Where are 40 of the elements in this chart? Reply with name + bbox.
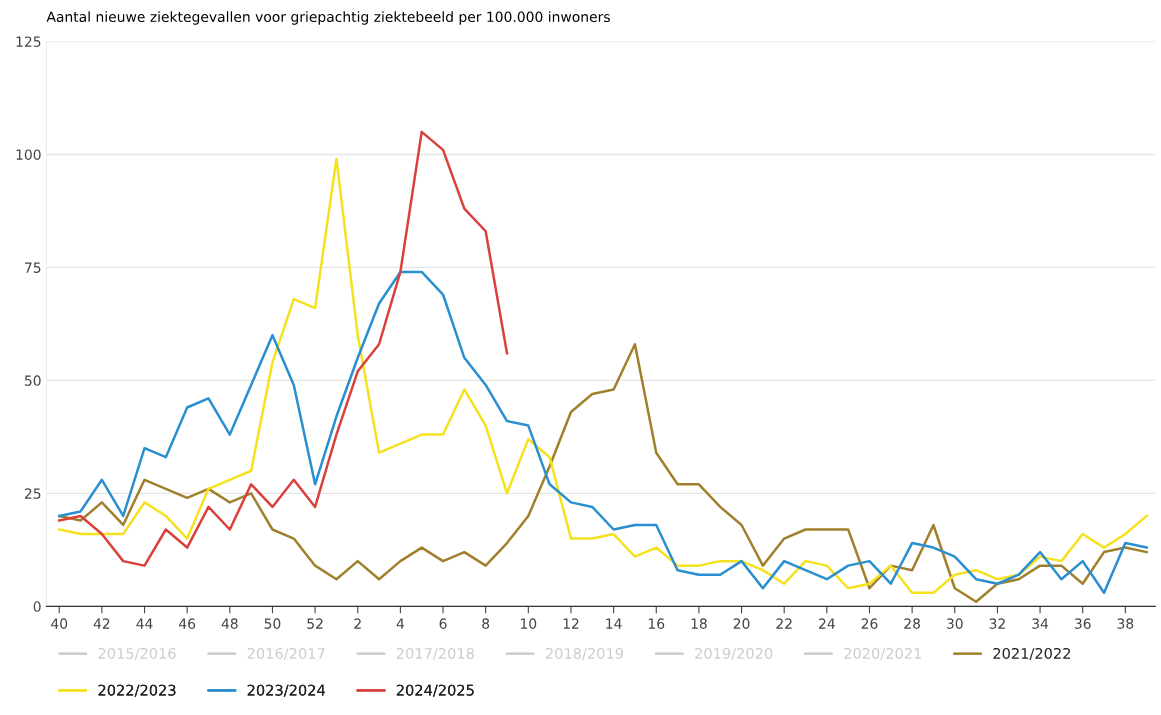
x-tick-label: 16	[648, 618, 665, 629]
y-tick-label: 0	[33, 601, 41, 612]
x-tick-label: 48	[221, 618, 238, 629]
y-tick-label: 125	[16, 36, 41, 47]
x-tick-label: 12	[563, 618, 579, 629]
x-tick-label: 14	[606, 618, 622, 629]
x-tick-label: 18	[691, 618, 707, 629]
x-tick-label: 28	[904, 618, 921, 629]
y-tick-label: 100	[16, 149, 41, 160]
line-series	[57, 270, 1148, 595]
x-tick-label: 36	[1074, 618, 1091, 629]
x-tick-label: 10	[521, 618, 537, 629]
y-tick-label: 50	[24, 375, 41, 386]
x-tick-label: 32	[989, 618, 1005, 629]
x-tick-label: 30	[946, 618, 963, 629]
x-tick-label: 22	[776, 618, 792, 629]
x-tick-label: 46	[179, 618, 196, 629]
x-tick-label: 6	[439, 618, 447, 629]
x-tick-label: 38	[1117, 618, 1134, 629]
legend-label: 2024/2025	[396, 684, 474, 697]
x-tick-label: 26	[861, 618, 878, 629]
y-tick-label: 75	[25, 262, 41, 273]
x-tick-label: 2	[354, 618, 361, 629]
x-tick-label: 44	[136, 618, 153, 629]
x-tick-label: 34	[1032, 618, 1049, 629]
chart-title: Aantal nieuwe ziektegevallen voor griepachtig ziektebeeld per 100.000 inwoners	[46, 11, 610, 25]
line-series	[57, 130, 509, 567]
x-tick-label: 4	[396, 618, 405, 629]
x-tick-label: 8	[482, 618, 490, 629]
legend-label: 2022/2023	[98, 684, 176, 697]
x-tick-label: 50	[264, 618, 281, 629]
x-tick-label: 52	[307, 618, 323, 629]
legend-label: 2023/2024	[247, 684, 325, 697]
x-tick-label: 24	[819, 618, 835, 629]
legend-label: 2021/2022	[993, 647, 1071, 661]
x-tick-label: 42	[93, 618, 110, 629]
line-series	[57, 157, 1148, 595]
x-tick-label: 20	[733, 618, 750, 629]
y-tick-label: 25	[24, 488, 41, 499]
x-tick-label: 40	[51, 618, 68, 629]
